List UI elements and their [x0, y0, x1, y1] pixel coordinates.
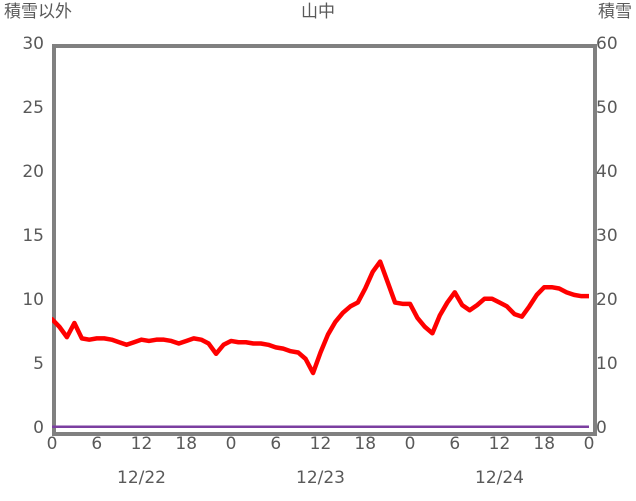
y-tick-right: 30 — [596, 226, 618, 246]
y-tick-left: 15 — [22, 226, 44, 246]
y-tick-left: 0 — [33, 418, 44, 438]
x-tick: 0 — [225, 434, 237, 454]
x-tick: 12 — [130, 434, 153, 454]
y-tick-left: 10 — [22, 290, 44, 310]
plot-frame — [52, 44, 597, 436]
y-tick-right: 20 — [596, 290, 618, 310]
x-tick: 18 — [175, 434, 198, 454]
left-axis-label: 積雪以外 — [4, 2, 72, 22]
plot-series-layer — [52, 44, 589, 428]
y-tick-right: 60 — [596, 34, 618, 54]
x-tick: 6 — [449, 434, 461, 454]
y-tick-right: 50 — [596, 98, 618, 118]
x-day-label: 12/23 — [296, 468, 345, 488]
y-tick-right: 40 — [596, 162, 618, 182]
series-line-0 — [52, 259, 589, 376]
x-tick: 0 — [404, 434, 416, 454]
x-tick: 18 — [354, 434, 377, 454]
y-tick-right: 10 — [596, 354, 618, 374]
page-title: 山中 — [301, 2, 335, 22]
x-day-label: 12/24 — [475, 468, 524, 488]
x-tick: 6 — [270, 434, 282, 454]
y-tick-right: 0 — [596, 418, 607, 438]
right-axis-label: 積雪 — [598, 2, 632, 22]
x-tick: 18 — [533, 434, 556, 454]
x-day-label: 12/22 — [117, 468, 166, 488]
y-tick-left: 25 — [22, 98, 44, 118]
x-tick: 12 — [309, 434, 332, 454]
y-tick-left: 20 — [22, 162, 44, 182]
series-svg — [52, 259, 589, 428]
x-tick: 0 — [583, 434, 595, 454]
y-tick-left: 30 — [22, 34, 44, 54]
y-tick-left: 5 — [33, 354, 44, 374]
x-tick: 0 — [46, 434, 58, 454]
x-tick: 12 — [488, 434, 511, 454]
x-tick: 6 — [91, 434, 103, 454]
